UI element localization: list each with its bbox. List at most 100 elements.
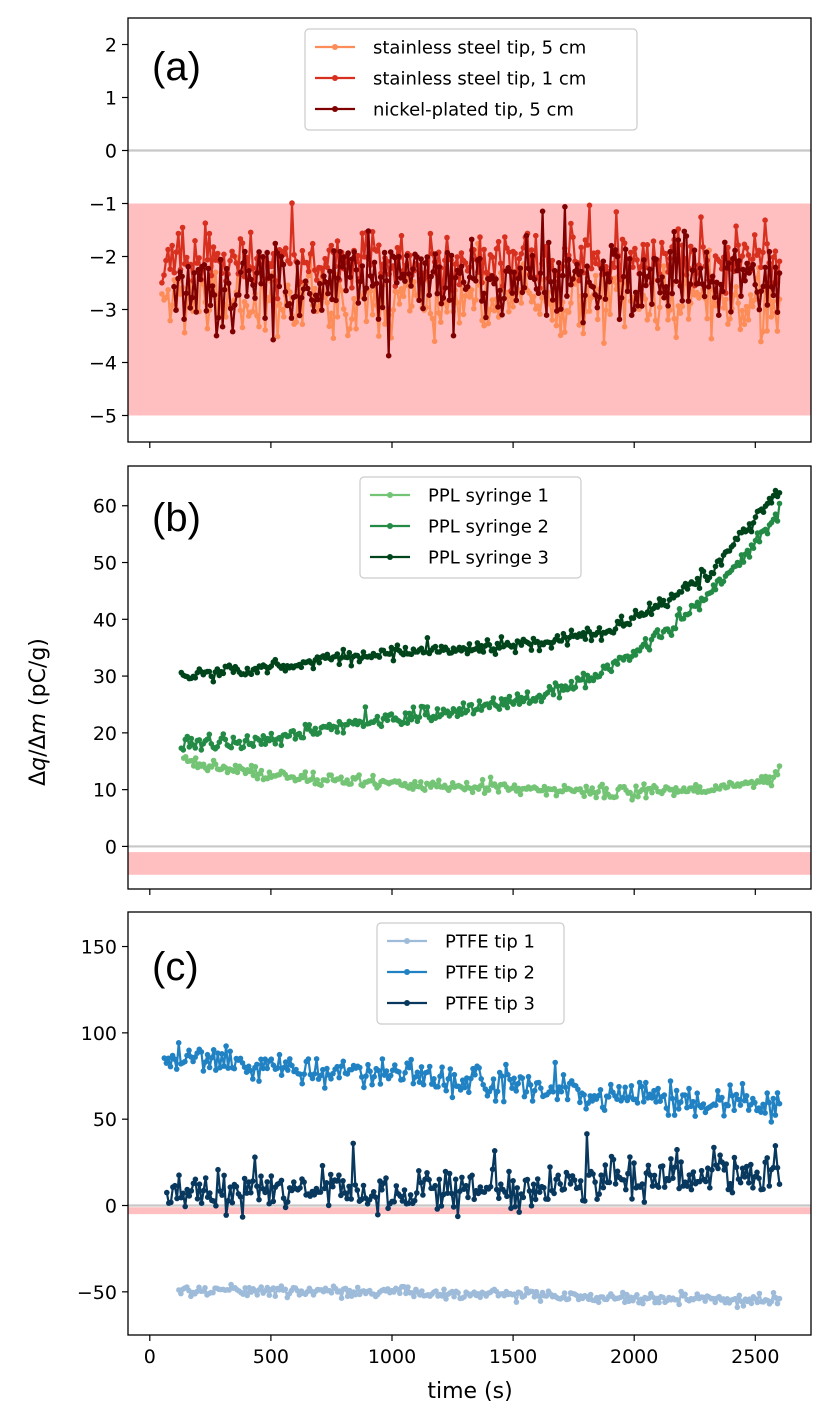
- data-point: [208, 272, 215, 279]
- data-point: [690, 1098, 696, 1105]
- data-point: [490, 646, 497, 652]
- data-point: [416, 1079, 423, 1085]
- data-point: [365, 228, 372, 234]
- data-point: [708, 335, 715, 342]
- data-point: [352, 1291, 359, 1298]
- data-point: [254, 270, 260, 276]
- data-point: [342, 311, 349, 318]
- data-point: [659, 239, 665, 246]
- data-point: [632, 289, 639, 296]
- data-point: [394, 244, 401, 251]
- data-point: [206, 230, 213, 237]
- data-point: [638, 1083, 645, 1090]
- data-point: [309, 1075, 316, 1082]
- data-point: [469, 789, 476, 796]
- data-point: [181, 329, 188, 336]
- data-point: [484, 1093, 491, 1099]
- data-point: [526, 290, 533, 297]
- data-point: [459, 1174, 465, 1181]
- data-point: [612, 247, 619, 253]
- data-point: [700, 244, 706, 250]
- data-point: [223, 314, 229, 320]
- data-point: [455, 1213, 461, 1220]
- data-point: [252, 764, 259, 770]
- data-point: [720, 305, 727, 311]
- data-point: [308, 297, 315, 303]
- data-point: [509, 290, 515, 296]
- data-point: [402, 278, 408, 284]
- data-point: [484, 637, 491, 643]
- data-point: [768, 1119, 775, 1125]
- data-point: [533, 232, 539, 239]
- data-point: [159, 280, 165, 286]
- data-point: [272, 656, 279, 663]
- data-point: [551, 267, 558, 274]
- data-point: [406, 710, 413, 717]
- data-point: [447, 1066, 454, 1072]
- data-point: [663, 284, 669, 290]
- data-point: [327, 1171, 334, 1178]
- data-point: [748, 1161, 754, 1168]
- data-point: [495, 789, 502, 795]
- data-point: [247, 1067, 254, 1074]
- data-point: [294, 1287, 301, 1294]
- data-point: [733, 223, 739, 229]
- data-point: [764, 1155, 770, 1161]
- data-point: [236, 292, 242, 298]
- data-point: [644, 242, 651, 248]
- data-point: [665, 317, 671, 323]
- data-point: [656, 1299, 662, 1306]
- data-point: [183, 254, 190, 261]
- data-point: [674, 612, 681, 619]
- data-point: [692, 1295, 698, 1302]
- data-point: [250, 308, 256, 315]
- data-point: [749, 256, 756, 262]
- data-point: [457, 1087, 464, 1093]
- data-point: [744, 547, 751, 554]
- data-point: [670, 1175, 676, 1181]
- data-point: [602, 296, 609, 302]
- data-point: [167, 1063, 174, 1070]
- data-point: [360, 649, 367, 655]
- data-point: [254, 1183, 260, 1189]
- data-point: [266, 1292, 273, 1298]
- data-point: [236, 738, 243, 745]
- series-3: [178, 487, 783, 685]
- data-point: [641, 781, 647, 787]
- data-point: [744, 260, 750, 267]
- data-point: [237, 1055, 244, 1062]
- x-tick-label: 2000: [610, 1346, 658, 1368]
- data-point: [510, 642, 517, 649]
- data-point: [325, 1202, 332, 1209]
- data-point: [764, 530, 771, 537]
- data-point: [449, 1288, 455, 1295]
- data-point: [188, 757, 195, 764]
- data-point: [622, 1084, 628, 1091]
- data-point: [675, 237, 682, 243]
- legend-swatch-marker: [404, 1000, 410, 1006]
- data-point: [276, 734, 283, 741]
- data-point: [331, 248, 337, 254]
- data-point: [427, 230, 434, 237]
- data-point: [363, 318, 370, 325]
- data-point: [301, 1071, 308, 1077]
- data-point: [314, 654, 321, 660]
- data-point: [621, 323, 628, 330]
- data-point: [262, 1056, 268, 1062]
- data-point: [637, 270, 643, 277]
- data-point: [405, 1284, 411, 1290]
- data-point: [733, 1091, 740, 1098]
- data-point: [770, 298, 777, 305]
- data-point: [455, 1290, 461, 1296]
- data-point: [625, 1170, 631, 1177]
- data-point: [584, 1131, 590, 1137]
- data-point: [582, 636, 589, 642]
- data-point: [244, 733, 251, 739]
- data-point: [673, 1087, 680, 1094]
- data-point: [640, 241, 646, 248]
- data-point: [317, 1072, 324, 1079]
- data-point: [675, 1106, 682, 1112]
- data-point: [360, 723, 367, 730]
- data-point: [360, 1182, 367, 1189]
- data-point: [225, 280, 232, 287]
